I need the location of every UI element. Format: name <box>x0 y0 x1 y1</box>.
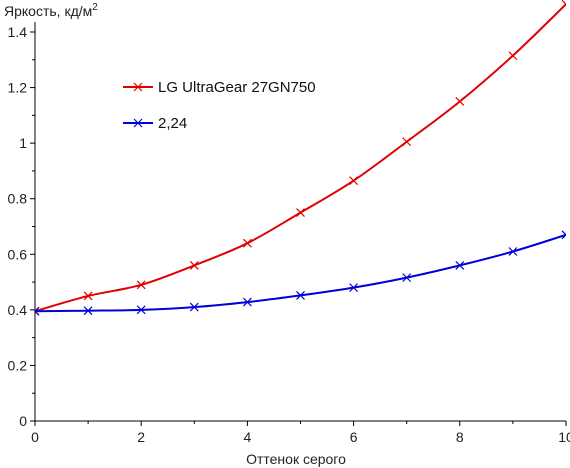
data-point-0 <box>189 260 199 270</box>
y-axis-label: Яркость, кд/м2 <box>4 2 98 19</box>
y-tick-label: 1 <box>19 135 27 151</box>
data-point-0 <box>455 97 465 106</box>
data-point-1 <box>189 302 199 312</box>
x-tick-label: 8 <box>456 429 464 445</box>
x-tick-label: 6 <box>350 429 358 445</box>
x-tick-label: 10 <box>558 429 570 445</box>
data-point-1 <box>296 290 305 300</box>
axes: 0 0.2 0.4 0.6 0.8 1 1.2 1.4 0 2 4 6 8 10 <box>8 22 570 445</box>
y-axis-label-text: Яркость, кд/м <box>4 3 92 19</box>
x-tick-label: 0 <box>31 429 39 445</box>
series-line-1 <box>35 233 566 313</box>
data-point-1 <box>136 305 146 315</box>
data-point-1 <box>402 273 412 283</box>
data-point-1 <box>455 260 465 270</box>
data-point-0 <box>508 51 518 61</box>
data-point-0 <box>402 137 412 147</box>
series-line-0 <box>35 3 566 313</box>
x-tick-label: 2 <box>137 429 145 445</box>
data-point-0 <box>296 208 305 218</box>
y-tick-label: 0.2 <box>8 357 28 373</box>
data-point-0 <box>83 291 93 301</box>
data-point-1 <box>349 283 359 293</box>
data-point-1 <box>242 297 252 307</box>
data-point-0 <box>349 176 359 186</box>
y-tick-label: 1.2 <box>8 80 28 96</box>
y-tick-label: 0.4 <box>8 302 28 318</box>
legend-marker-1 <box>133 118 143 128</box>
y-tick-label: 0 <box>19 413 27 429</box>
y-tick-label: 0.8 <box>8 191 28 207</box>
legend-label-1: 2,24 <box>158 115 187 132</box>
data-point-1 <box>35 306 40 316</box>
data-point-1 <box>561 230 566 240</box>
data-point-0 <box>242 238 252 248</box>
y-axis-label-sup: 2 <box>92 2 98 13</box>
legend-marker-0 <box>133 82 143 92</box>
legend-label-0: LG UltraGear 27GN750 <box>158 79 316 96</box>
data-point-0 <box>136 280 146 290</box>
y-tick-label: 0.6 <box>8 246 28 262</box>
x-tick-label: 4 <box>244 429 252 445</box>
y-tick-label: 1.4 <box>8 24 28 40</box>
data-point-0 <box>561 0 566 9</box>
series-lines <box>35 0 566 316</box>
x-axis-label: Оттенок серого <box>246 451 346 467</box>
data-point-1 <box>508 247 518 256</box>
data-point-1 <box>83 306 93 316</box>
legend: LG UltraGear 27GN750 2,24 <box>123 79 316 132</box>
